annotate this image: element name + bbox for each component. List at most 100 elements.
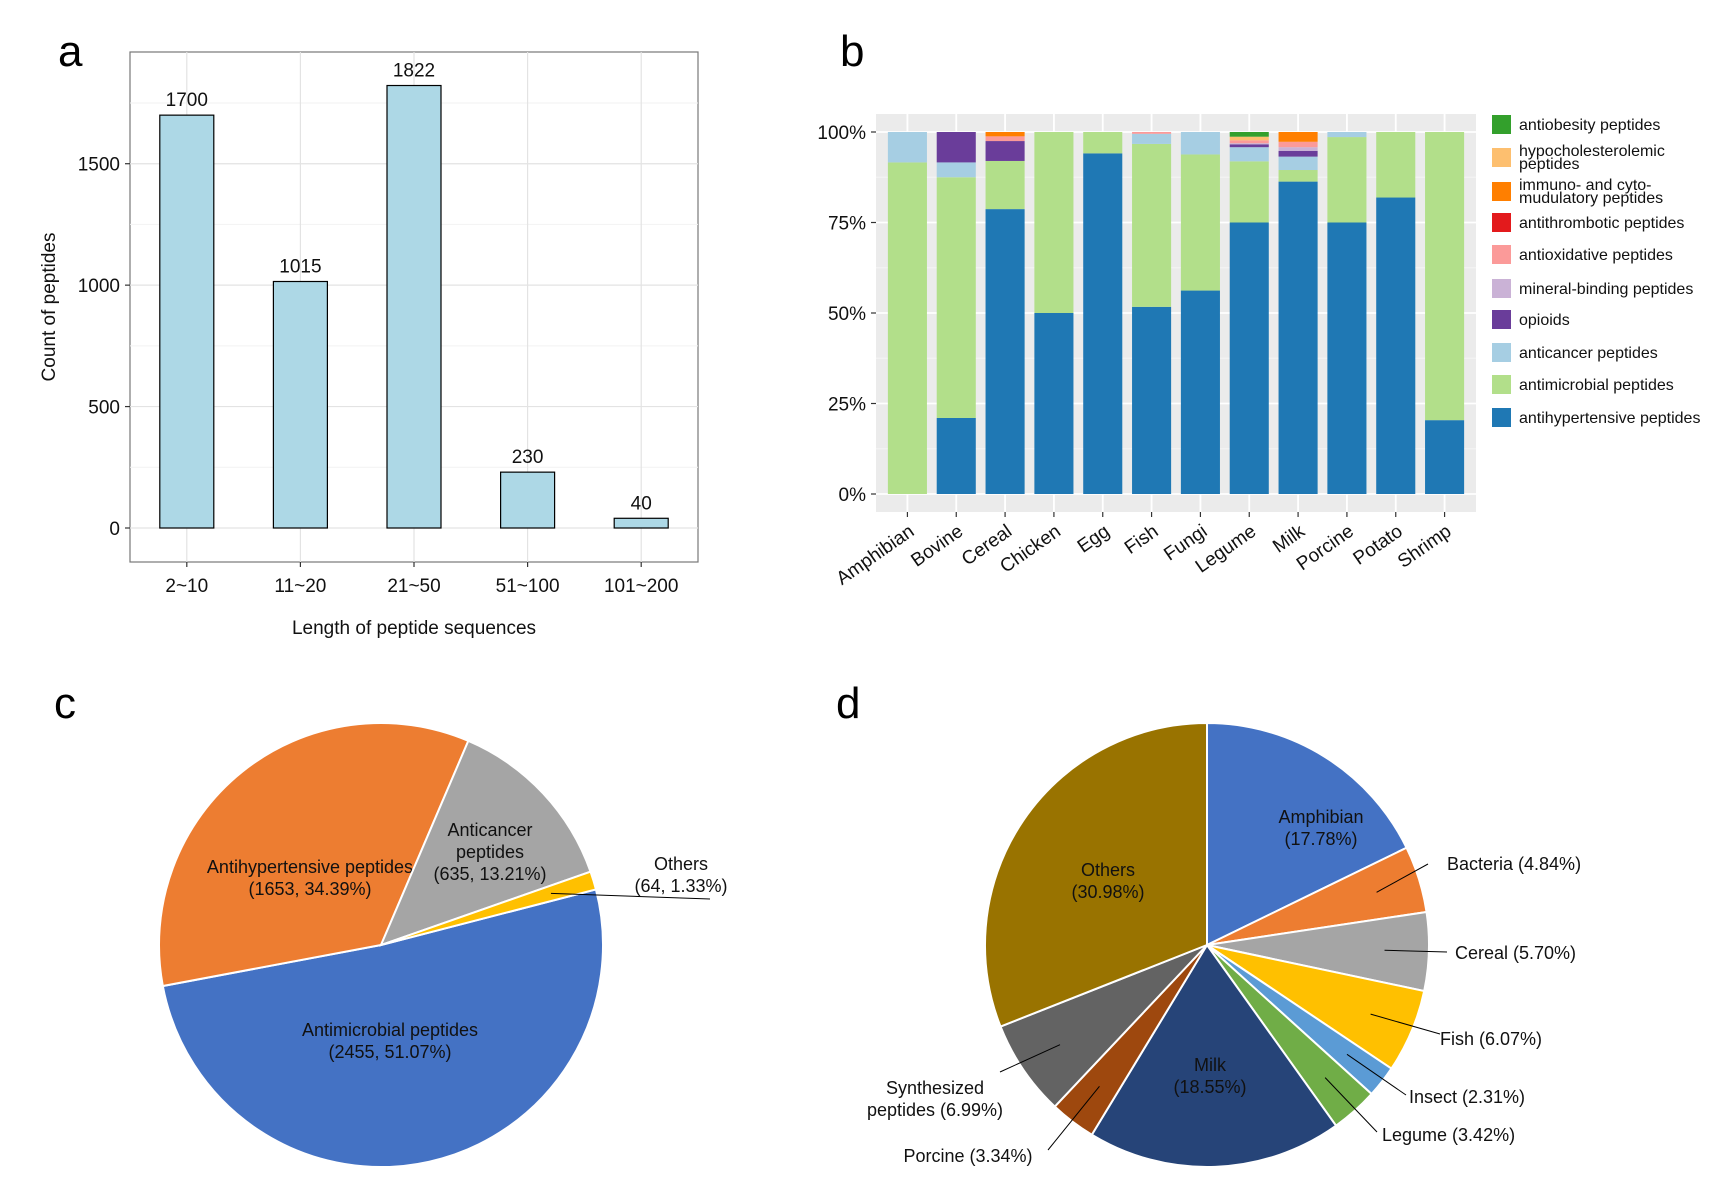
bar-segment (1132, 133, 1172, 144)
legend-label: antiobesity peptides (1519, 117, 1660, 134)
slice-label: Antihypertensive peptides (207, 857, 413, 877)
legend-label: hypocholesterolemic (1519, 143, 1665, 160)
y-tick-label: 0% (839, 485, 867, 506)
bar-segment (1083, 153, 1123, 494)
panel-label-b: b (840, 27, 864, 76)
bar-segment (1327, 222, 1367, 494)
bar-segment (1376, 197, 1416, 494)
x-tick-label: 11~20 (274, 576, 326, 597)
bar-segment (936, 132, 976, 163)
slice-label: (64, 1.33%) (634, 876, 727, 896)
bar-segment (1132, 143, 1172, 307)
slice-label: peptides (456, 842, 524, 862)
y-tick-label: 1000 (78, 276, 120, 297)
bar-segment (1034, 313, 1074, 494)
x-axis-title-a: Length of peptide sequences (292, 618, 536, 639)
slice-label: Legume (3.42%) (1382, 1125, 1515, 1145)
slice-label: (2455, 51.07%) (328, 1042, 451, 1062)
bar-segment (1278, 150, 1318, 157)
pie-slice (379, 739, 592, 947)
bar-segment (1132, 306, 1172, 494)
bar-segment (1425, 132, 1465, 421)
bar (613, 517, 669, 529)
x-tick-label: 2~10 (165, 576, 208, 597)
stacked-bar-chart-b: 0% 25% 50% 75% 100% AmphibianBovineCerealChi… (817, 114, 1700, 590)
legend-swatch (1492, 408, 1511, 427)
legend-b: antiobesity peptides hypocholesterolemicp… (1492, 115, 1700, 427)
pie-chart-d: Amphibian(17.78%) Bacteria (4.84%) Cereal … (867, 721, 1581, 1168)
slice-label: (1653, 34.39%) (248, 879, 371, 899)
bar-segment (1278, 132, 1318, 142)
x-tick-label: Shrimp (1394, 521, 1455, 573)
x-tick-label: 21~50 (387, 576, 440, 597)
legend-label: antimicrobial peptides (1519, 377, 1674, 394)
x-tick-label: Bovine (907, 521, 967, 572)
bar-segment (1278, 156, 1318, 171)
bar-segment (1229, 132, 1269, 137)
leader-line (999, 1044, 1061, 1073)
pie-slice (1206, 721, 1408, 947)
leader-line (1324, 1077, 1378, 1133)
bar (500, 471, 556, 529)
bar-segment (1180, 154, 1220, 291)
slice-label: Others (1081, 860, 1135, 880)
pie-chart-c: Antimicrobial peptides(2455, 51.07%) Anti… (158, 722, 728, 1169)
slice-label: Insect (2.31%) (1409, 1087, 1525, 1107)
legend-swatch (1492, 213, 1511, 232)
bars-a: 1700 1015 1822 230 40 (159, 61, 669, 529)
x-tick-label: Porcine (1293, 521, 1358, 575)
legend-swatch (1492, 182, 1511, 201)
bar-segment (1278, 181, 1318, 494)
slice-label: Anticancer (447, 820, 532, 840)
bar (159, 114, 215, 529)
bar-segment (1180, 290, 1220, 494)
legend-swatch (1492, 343, 1511, 362)
bar-segment (1229, 144, 1269, 148)
leader-line (1370, 1013, 1441, 1035)
legend-label: opioids (1519, 312, 1570, 329)
bar-segment (1229, 136, 1269, 141)
y-tick-label: 100% (817, 123, 866, 144)
bar-segment (1425, 420, 1465, 494)
bar-segment (936, 162, 976, 178)
bar-segment (936, 177, 976, 418)
pie-slice (984, 721, 1208, 1028)
y-axis-title-a: Count of peptides (39, 233, 60, 382)
legend-swatch (1492, 115, 1511, 134)
x-tick-label: 101~200 (604, 576, 679, 597)
x-tick-label: Fish (1121, 521, 1162, 559)
data-label: 40 (631, 493, 652, 514)
bar-segment (1083, 132, 1123, 154)
bar-segment (1278, 141, 1318, 148)
data-label: 230 (512, 447, 544, 468)
bar-segment (985, 141, 1025, 161)
panel-label-c: c (54, 679, 76, 728)
bar-segment (1229, 161, 1269, 223)
pie-slice (380, 870, 598, 946)
slice-label: Porcine (3.34%) (903, 1146, 1032, 1166)
x-tick-label: Amphibian (833, 521, 919, 590)
y-ticks-b: 0% 25% 50% 75% 100% (817, 123, 876, 506)
bar-segment (1278, 170, 1318, 182)
leader-line (1047, 1086, 1100, 1151)
pie-slice (1090, 943, 1338, 1168)
bars-b (887, 132, 1465, 494)
bar-segment (985, 132, 1025, 137)
slice-label: Cereal (5.70%) (1455, 943, 1576, 963)
x-tick-label: 51~100 (496, 576, 560, 597)
bar-segment (936, 417, 976, 494)
bar-segment (985, 160, 1025, 210)
legend-swatch (1492, 245, 1511, 264)
slice-label: peptides (6.99%) (867, 1100, 1003, 1120)
slice-label: Antimicrobial peptides (302, 1020, 478, 1040)
slice-label: Others (654, 854, 708, 874)
legend-label: immuno- and cyto- (1519, 177, 1652, 194)
data-label: 1700 (166, 90, 208, 111)
bar-segment (1229, 143, 1269, 145)
bar-segment (985, 136, 1025, 142)
bar-segment (887, 162, 927, 494)
leader-line (550, 892, 711, 900)
slice-label: (18.55%) (1173, 1077, 1246, 1097)
